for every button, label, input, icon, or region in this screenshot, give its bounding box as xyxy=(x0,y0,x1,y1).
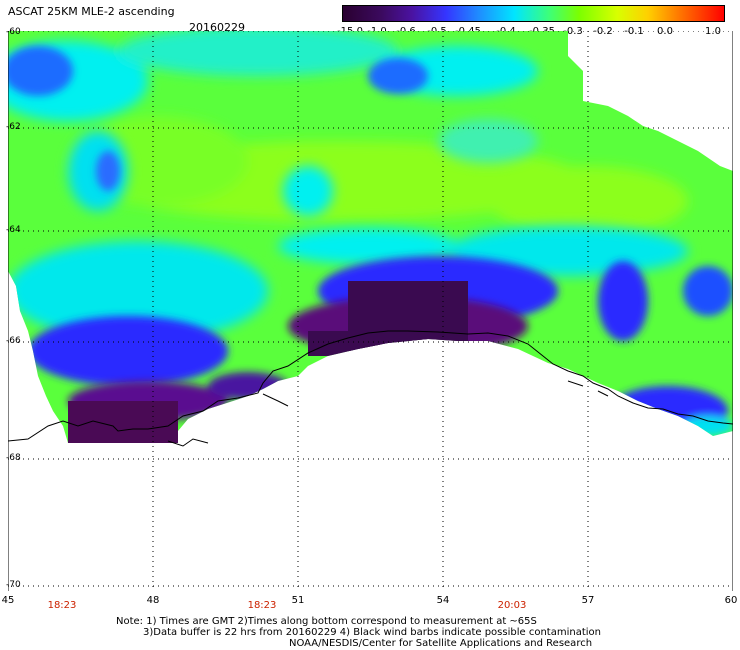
lon-label: 54 xyxy=(436,595,450,606)
graticule xyxy=(8,31,733,591)
lon-label: 57 xyxy=(581,595,595,606)
lat-label: -64 xyxy=(6,225,21,235)
colorbar xyxy=(342,5,725,22)
lat-label: -62 xyxy=(6,122,21,132)
footnote-line-2: 3)Data buffer is 22 hrs from 20160229 4)… xyxy=(143,627,601,638)
colorbar-tick: 0.0 xyxy=(657,26,673,37)
time-label: 18:23 xyxy=(47,600,77,611)
lon-label: 45 xyxy=(1,595,15,606)
lat-label: -60 xyxy=(6,27,21,37)
coastline xyxy=(8,330,733,442)
wind-swath xyxy=(8,31,733,443)
lat-label: -66 xyxy=(6,336,21,346)
footnote-line-1: Note: 1) Times are GMT 2)Times along bot… xyxy=(116,616,537,627)
map-title: ASCAT 25KM MLE-2 ascending xyxy=(8,5,175,18)
credit-line: NOAA/NESDIS/Center for Satellite Applica… xyxy=(289,638,593,649)
lat-label: -70 xyxy=(6,580,21,590)
lat-label: -68 xyxy=(6,453,21,463)
time-label: 20:03 xyxy=(497,600,527,611)
wind-map xyxy=(8,31,733,591)
time-label: 18:23 xyxy=(247,600,277,611)
lon-label: 51 xyxy=(291,595,305,606)
lon-label: 48 xyxy=(146,595,160,606)
lon-label: 60 xyxy=(724,595,738,606)
